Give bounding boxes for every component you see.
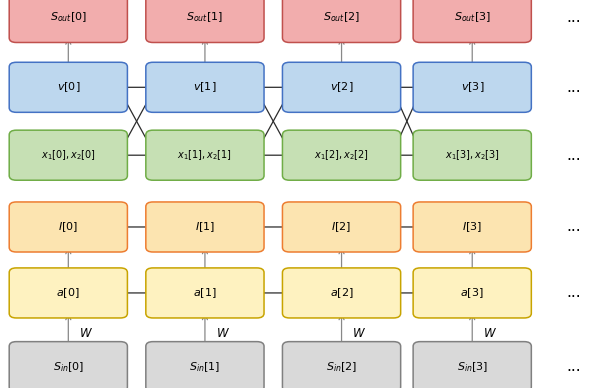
Text: $S_{out}[1]$: $S_{out}[1]$ (187, 10, 223, 24)
Text: $S_{in}[3]$: $S_{in}[3]$ (457, 360, 488, 374)
Text: $a[1]$: $a[1]$ (193, 286, 217, 300)
FancyBboxPatch shape (146, 0, 264, 43)
Text: $I[1]$: $I[1]$ (195, 220, 215, 234)
FancyBboxPatch shape (10, 341, 127, 388)
Text: $S_{in}[0]$: $S_{in}[0]$ (53, 360, 84, 374)
Text: $S_{in}[1]$: $S_{in}[1]$ (189, 360, 220, 374)
FancyBboxPatch shape (282, 202, 400, 252)
Text: $S_{out}[3]$: $S_{out}[3]$ (454, 10, 491, 24)
Text: $I[3]$: $I[3]$ (462, 220, 482, 234)
Text: $v[1]$: $v[1]$ (193, 80, 217, 94)
Text: $S_{in}[2]$: $S_{in}[2]$ (326, 360, 357, 374)
FancyBboxPatch shape (282, 130, 400, 180)
FancyBboxPatch shape (282, 62, 400, 112)
FancyBboxPatch shape (146, 62, 264, 112)
Text: ...: ... (566, 359, 580, 374)
Text: $W$: $W$ (352, 327, 366, 340)
FancyBboxPatch shape (282, 268, 400, 318)
Text: $a[0]$: $a[0]$ (56, 286, 80, 300)
Text: ...: ... (566, 286, 580, 300)
FancyBboxPatch shape (146, 341, 264, 388)
FancyBboxPatch shape (10, 0, 127, 43)
FancyBboxPatch shape (413, 130, 531, 180)
Text: $a[3]$: $a[3]$ (460, 286, 484, 300)
Text: $v[3]$: $v[3]$ (460, 80, 484, 94)
FancyBboxPatch shape (10, 202, 127, 252)
Text: ...: ... (566, 148, 580, 163)
FancyBboxPatch shape (413, 202, 531, 252)
Text: $a[2]$: $a[2]$ (330, 286, 353, 300)
Text: $I[2]$: $I[2]$ (331, 220, 352, 234)
Text: $W$: $W$ (79, 327, 93, 340)
FancyBboxPatch shape (413, 341, 531, 388)
Text: $W$: $W$ (483, 327, 497, 340)
FancyBboxPatch shape (146, 130, 264, 180)
Text: ...: ... (566, 10, 580, 25)
FancyBboxPatch shape (413, 268, 531, 318)
Text: $x_1[3], x_2[3]$: $x_1[3], x_2[3]$ (445, 148, 500, 162)
FancyBboxPatch shape (146, 202, 264, 252)
Text: $x_1[0], x_2[0]$: $x_1[0], x_2[0]$ (41, 148, 96, 162)
Text: $W$: $W$ (216, 327, 230, 340)
FancyBboxPatch shape (10, 130, 127, 180)
Text: $v[0]$: $v[0]$ (56, 80, 80, 94)
FancyBboxPatch shape (413, 62, 531, 112)
FancyBboxPatch shape (282, 0, 400, 43)
Text: ...: ... (566, 80, 580, 95)
Text: $I[0]$: $I[0]$ (58, 220, 78, 234)
Text: $x_1[1], x_2[1]$: $x_1[1], x_2[1]$ (178, 148, 232, 162)
Text: ...: ... (566, 220, 580, 234)
FancyBboxPatch shape (282, 341, 400, 388)
Text: $S_{out}[0]$: $S_{out}[0]$ (50, 10, 87, 24)
FancyBboxPatch shape (10, 62, 127, 112)
FancyBboxPatch shape (146, 268, 264, 318)
Text: $S_{out}[2]$: $S_{out}[2]$ (323, 10, 360, 24)
FancyBboxPatch shape (10, 268, 127, 318)
Text: $x_1[2], x_2[2]$: $x_1[2], x_2[2]$ (314, 148, 369, 162)
FancyBboxPatch shape (413, 0, 531, 43)
Text: $v[2]$: $v[2]$ (330, 80, 353, 94)
